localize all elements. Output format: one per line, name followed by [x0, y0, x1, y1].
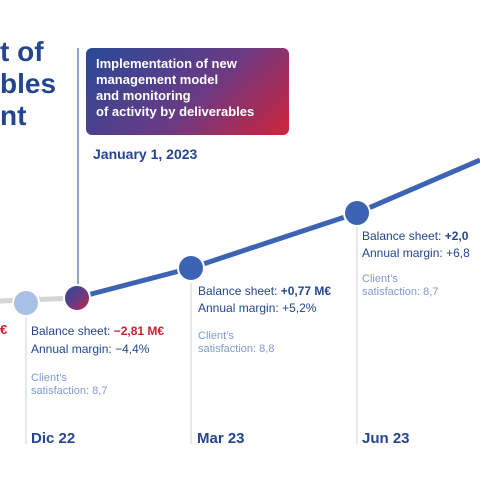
balance-sheet-mar23: Balance sheet: +0,77 M€: [198, 283, 331, 299]
balance-label: Balance sheet:: [362, 229, 442, 243]
balance-value: +2,0: [444, 229, 469, 243]
timeline-dot-dic22: [12, 289, 40, 317]
balance-sheet-jun23: Balance sheet: +2,0: [362, 228, 468, 244]
timeline-dot-jan23: [63, 284, 91, 312]
satisfaction-line-1: Client’s: [31, 372, 67, 384]
balance-label: Balance sheet:: [31, 324, 111, 338]
margin-value: +5,2%: [282, 301, 317, 315]
satisfaction-line-1: Client’s: [198, 330, 234, 342]
satisfaction-dic22: Client’s satisfaction: 8,7: [31, 372, 107, 398]
annual-margin-dic22: Annual margin: −4,4%: [31, 341, 149, 357]
annual-margin-mar23: Annual margin: +5,2%: [198, 300, 316, 316]
margin-label: Annual margin:: [362, 246, 443, 260]
title-line-1: t of: [0, 36, 44, 67]
balance-value: +0,77 M€: [280, 284, 332, 298]
balance-label: Balance sheet:: [198, 284, 278, 298]
satisfaction-line-2: satisfaction: 8,7: [31, 385, 108, 397]
margin-label: Annual margin:: [198, 301, 279, 315]
satisfaction-mar23: Client’s satisfaction: 8,8: [198, 330, 274, 356]
title-line-3: nt: [0, 100, 27, 131]
month-label-mar23: Mar 23: [197, 430, 245, 447]
satisfaction-line-2: satisfaction: 8,8: [198, 343, 275, 355]
annual-margin-jun23: Annual margin: +6,8: [362, 245, 470, 261]
timeline-progress-line: [75, 157, 480, 301]
margin-value: −4,4%: [115, 342, 150, 356]
timeline-dot-jun23: [343, 199, 371, 227]
month-label-dic22: Dic 22: [31, 430, 76, 447]
callout-text: Implementation of new management model a…: [96, 56, 255, 119]
title-line-2: bles: [0, 68, 57, 99]
satisfaction-jun23: Client’s satisfaction: 8,7: [362, 273, 438, 299]
margin-value: +6,8: [446, 246, 470, 260]
margin-label: Annual margin:: [31, 342, 112, 356]
milestone-callout: Implementation of new management model a…: [86, 48, 289, 135]
cropped-value-fragment: €: [0, 322, 8, 337]
balance-sheet-dic22: Balance sheet: −2,81 M€: [31, 323, 164, 339]
timeline-dot-mar23: [177, 254, 205, 282]
month-label-jun23: Jun 23: [362, 430, 410, 447]
satisfaction-line-2: satisfaction: 8,7: [362, 286, 439, 298]
satisfaction-line-1: Client’s: [362, 273, 398, 285]
page-title: t of bles nt: [0, 36, 56, 132]
balance-value: −2,81 M€: [113, 324, 165, 338]
milestone-date: January 1, 2023: [93, 146, 198, 162]
